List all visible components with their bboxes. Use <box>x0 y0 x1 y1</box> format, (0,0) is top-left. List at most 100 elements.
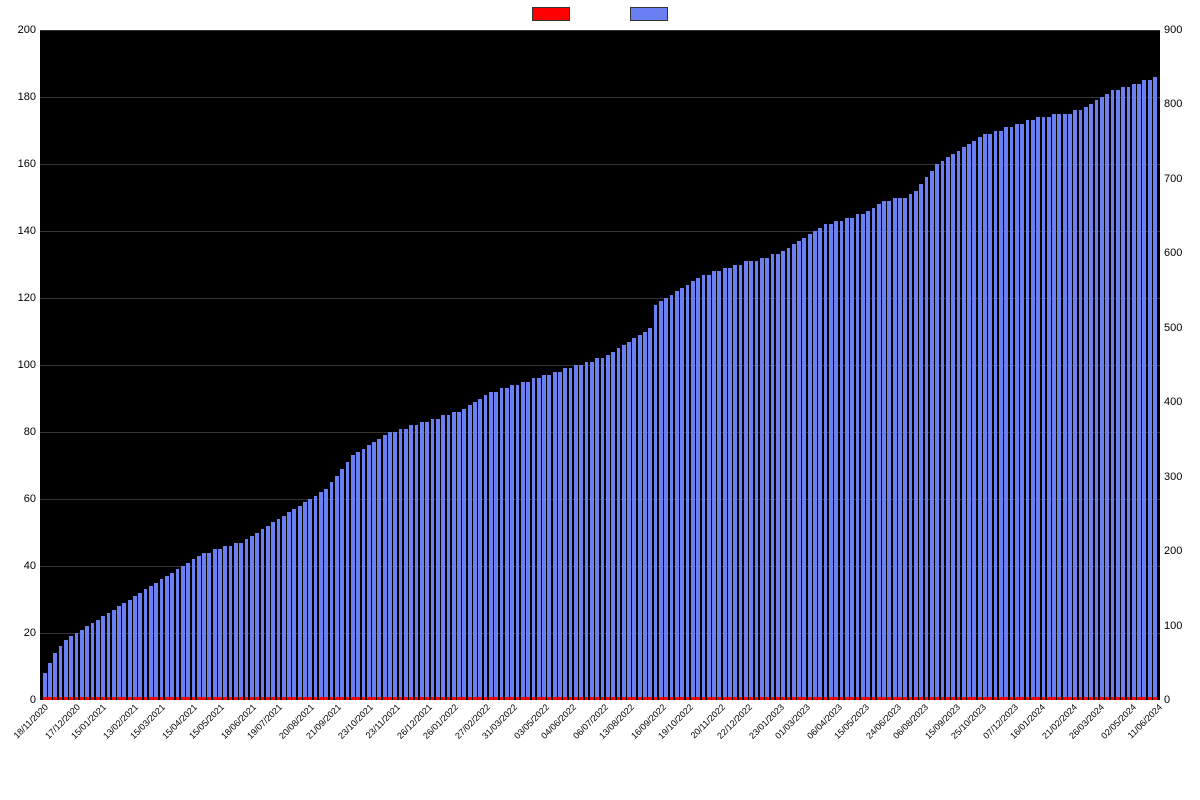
bar <box>903 198 907 701</box>
bar <box>223 546 227 700</box>
bar <box>292 509 296 700</box>
bar <box>202 553 206 700</box>
bar <box>702 275 706 700</box>
bar <box>96 620 100 700</box>
legend <box>0 0 1200 24</box>
bar <box>792 244 796 700</box>
y-right-tick: 0 <box>1164 694 1170 706</box>
bar <box>75 633 79 700</box>
bar <box>197 556 201 700</box>
y-left-tick: 100 <box>18 359 36 371</box>
bar <box>1105 94 1109 700</box>
y-left-tick: 200 <box>18 24 36 36</box>
bar <box>866 211 870 700</box>
bar <box>181 566 185 700</box>
bar <box>447 415 451 700</box>
bar <box>638 335 642 700</box>
bar <box>728 268 732 700</box>
bar <box>404 429 408 700</box>
bar <box>160 579 164 700</box>
y-right-tick: 400 <box>1164 396 1182 408</box>
bar <box>324 489 328 700</box>
bar <box>64 640 68 700</box>
bar <box>643 332 647 701</box>
bar <box>659 301 663 700</box>
bar <box>69 636 73 700</box>
bar <box>771 254 775 700</box>
bar <box>117 606 121 700</box>
bar <box>670 295 674 700</box>
bar <box>457 412 461 700</box>
bar <box>431 419 435 700</box>
bar <box>101 616 105 700</box>
bar <box>972 141 976 700</box>
bar <box>192 559 196 700</box>
y-right-tick: 100 <box>1164 620 1182 632</box>
bar <box>696 278 700 700</box>
bar <box>1010 127 1014 700</box>
bar <box>893 198 897 701</box>
bar <box>914 191 918 700</box>
legend-item-series1 <box>532 4 570 24</box>
bar <box>818 228 822 700</box>
bar <box>372 442 376 700</box>
bar <box>1079 110 1083 700</box>
bar <box>377 439 381 700</box>
bar <box>266 526 270 700</box>
bar <box>1042 117 1046 700</box>
bar <box>691 281 695 700</box>
bar <box>707 275 711 700</box>
bar <box>298 506 302 700</box>
bar <box>558 372 562 700</box>
bar <box>409 425 413 700</box>
bar <box>802 238 806 700</box>
bar <box>165 576 169 700</box>
y-left-tick: 180 <box>18 91 36 103</box>
bar <box>415 425 419 700</box>
bar <box>532 378 536 700</box>
bar <box>53 653 57 700</box>
bar <box>951 154 955 700</box>
bar <box>606 355 610 700</box>
bar <box>287 512 291 700</box>
bar <box>967 144 971 700</box>
bar <box>1031 120 1035 700</box>
bar <box>733 265 737 701</box>
bar <box>850 218 854 700</box>
chart: 020406080100120140160180200 010020030040… <box>0 24 1200 754</box>
y-left-tick: 20 <box>24 627 36 639</box>
bar <box>680 288 684 700</box>
bar <box>686 285 690 700</box>
bar <box>468 405 472 700</box>
bar <box>595 358 599 700</box>
bar <box>834 221 838 700</box>
bar <box>80 630 84 700</box>
bar <box>1127 87 1131 700</box>
bar <box>887 201 891 700</box>
bar <box>526 382 530 700</box>
bar <box>462 409 466 700</box>
bar <box>765 258 769 700</box>
bar <box>1137 84 1141 700</box>
bar <box>675 291 679 700</box>
bar <box>1111 90 1115 700</box>
bar <box>218 549 222 700</box>
bar <box>537 378 541 700</box>
bars-container <box>40 30 1160 700</box>
bar <box>277 519 281 700</box>
bar <box>1116 90 1120 700</box>
bar <box>489 392 493 700</box>
bar <box>420 422 424 700</box>
bar <box>59 646 63 700</box>
bar <box>744 261 748 700</box>
bar <box>601 358 605 700</box>
y-left-tick: 160 <box>18 158 36 170</box>
bar <box>1084 107 1088 700</box>
bar <box>510 385 514 700</box>
bar <box>760 258 764 700</box>
bar <box>43 673 47 700</box>
bar <box>186 563 190 700</box>
bar <box>436 419 440 700</box>
bar <box>861 214 865 700</box>
bar <box>1063 114 1067 700</box>
